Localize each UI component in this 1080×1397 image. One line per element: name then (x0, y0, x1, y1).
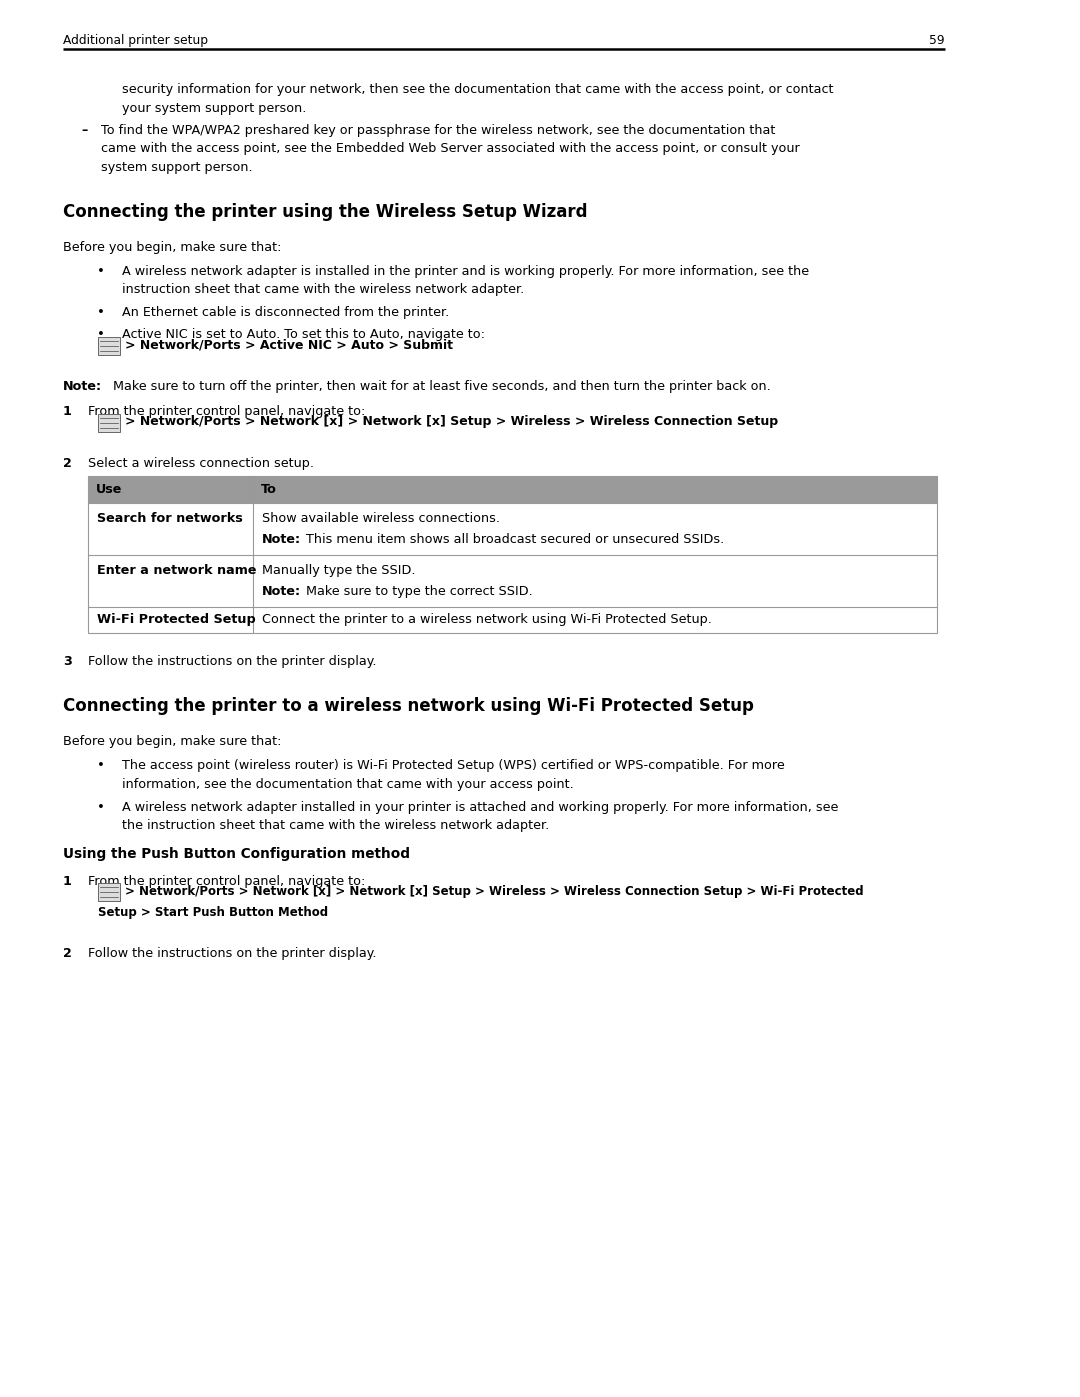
Text: Show available wireless connections.: Show available wireless connections. (262, 511, 500, 524)
Text: Setup > Start Push Button Method: Setup > Start Push Button Method (98, 907, 328, 919)
FancyBboxPatch shape (87, 476, 937, 503)
Text: your system support person.: your system support person. (122, 102, 307, 115)
Text: 59: 59 (930, 34, 945, 47)
Text: security information for your network, then see the documentation that came with: security information for your network, t… (122, 82, 834, 96)
Text: •: • (97, 306, 105, 319)
FancyBboxPatch shape (98, 883, 120, 901)
Text: Use: Use (96, 483, 122, 496)
Text: Connecting the printer to a wireless network using Wi-Fi Protected Setup: Connecting the printer to a wireless net… (63, 697, 754, 715)
Text: Make sure to turn off the printer, then wait for at least five seconds, and then: Make sure to turn off the printer, then … (113, 380, 771, 393)
Text: From the printer control panel, navigate to:: From the printer control panel, navigate… (87, 405, 365, 418)
Text: •: • (97, 264, 105, 278)
Text: Additional printer setup: Additional printer setup (63, 34, 208, 47)
Text: The access point (wireless router) is Wi-Fi Protected Setup (WPS) certified or W: The access point (wireless router) is Wi… (122, 759, 785, 773)
Text: To find the WPA/WPA2 preshared key or passphrase for the wireless network, see t: To find the WPA/WPA2 preshared key or pa… (102, 123, 775, 137)
Text: > Network/Ports > Active NIC > Auto > Submit: > Network/Ports > Active NIC > Auto > Su… (125, 338, 453, 351)
Text: came with the access point, see the Embedded Web Server associated with the acce: came with the access point, see the Embe… (102, 142, 800, 155)
Text: 3: 3 (63, 655, 72, 668)
Text: Note:: Note: (262, 532, 301, 545)
Text: system support person.: system support person. (102, 161, 253, 173)
Text: Follow the instructions on the printer display.: Follow the instructions on the printer d… (87, 655, 377, 668)
Text: Before you begin, make sure that:: Before you begin, make sure that: (63, 735, 282, 747)
Text: Note:: Note: (262, 584, 301, 598)
Text: the instruction sheet that came with the wireless network adapter.: the instruction sheet that came with the… (122, 819, 550, 833)
Text: –: – (81, 123, 87, 137)
Text: Manually type the SSID.: Manually type the SSID. (262, 563, 416, 577)
Text: Note:: Note: (63, 380, 103, 393)
FancyBboxPatch shape (87, 476, 937, 633)
Text: information, see the documentation that came with your access point.: information, see the documentation that … (122, 778, 573, 791)
Text: 2: 2 (63, 947, 72, 960)
Text: Before you begin, make sure that:: Before you begin, make sure that: (63, 240, 282, 253)
Text: Active NIC is set to Auto. To set this to Auto, navigate to:: Active NIC is set to Auto. To set this t… (122, 327, 485, 341)
Text: Make sure to type the correct SSID.: Make sure to type the correct SSID. (306, 584, 532, 598)
Text: 2: 2 (63, 457, 72, 469)
Text: •: • (97, 800, 105, 813)
Text: Connect the printer to a wireless network using Wi-Fi Protected Setup.: Connect the printer to a wireless networ… (262, 613, 712, 626)
FancyBboxPatch shape (98, 337, 120, 355)
Text: instruction sheet that came with the wireless network adapter.: instruction sheet that came with the wir… (122, 284, 524, 296)
Text: Follow the instructions on the printer display.: Follow the instructions on the printer d… (87, 947, 377, 960)
Text: Using the Push Button Configuration method: Using the Push Button Configuration meth… (63, 847, 410, 861)
Text: An Ethernet cable is disconnected from the printer.: An Ethernet cable is disconnected from t… (122, 306, 449, 319)
Text: 1: 1 (63, 875, 72, 887)
Text: Search for networks: Search for networks (97, 511, 243, 524)
Text: Select a wireless connection setup.: Select a wireless connection setup. (87, 457, 314, 469)
Text: From the printer control panel, navigate to:: From the printer control panel, navigate… (87, 875, 365, 887)
Text: > Network/Ports > Network [x] > Network [x] Setup > Wireless > Wireless Connecti: > Network/Ports > Network [x] > Network … (125, 415, 778, 427)
Text: A wireless network adapter installed in your printer is attached and working pro: A wireless network adapter installed in … (122, 800, 838, 813)
Text: •: • (97, 759, 105, 773)
Text: Wi-Fi Protected Setup: Wi-Fi Protected Setup (97, 613, 256, 626)
Text: A wireless network adapter is installed in the printer and is working properly. : A wireless network adapter is installed … (122, 264, 809, 278)
Text: Enter a network name: Enter a network name (97, 563, 257, 577)
Text: 1: 1 (63, 405, 72, 418)
Text: •: • (97, 327, 105, 341)
Text: > Network/Ports > Network [x] > Network [x] Setup > Wireless > Wireless Connecti: > Network/Ports > Network [x] > Network … (125, 884, 864, 897)
Text: This menu item shows all broadcast secured or unsecured SSIDs.: This menu item shows all broadcast secur… (306, 532, 725, 545)
FancyBboxPatch shape (98, 414, 120, 432)
Text: To: To (261, 483, 276, 496)
Text: Connecting the printer using the Wireless Setup Wizard: Connecting the printer using the Wireles… (63, 203, 588, 221)
